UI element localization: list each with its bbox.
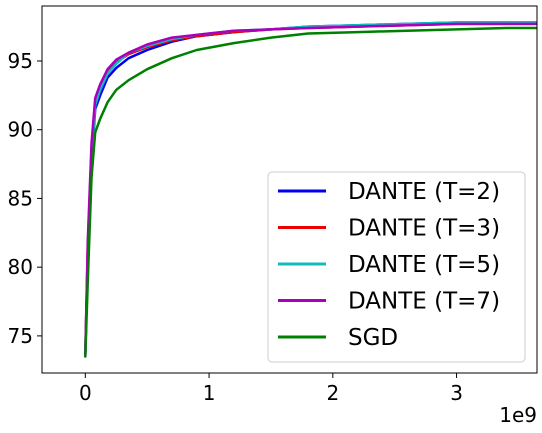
series-line-4 bbox=[84, 22, 537, 358]
plot-frame bbox=[41, 5, 538, 374]
y-tick-label: 75 bbox=[8, 324, 33, 348]
x-tick-label: 0 bbox=[79, 381, 92, 405]
y-tick-label: 80 bbox=[8, 255, 33, 279]
y-tick-label: 90 bbox=[8, 118, 33, 142]
y-tick-label: 95 bbox=[8, 49, 33, 73]
y-tick-label: 85 bbox=[8, 186, 33, 210]
x-tick-label: 1 bbox=[203, 381, 216, 405]
series-line-5 bbox=[84, 26, 537, 358]
legend-label-3: DANTE (T=5) bbox=[348, 252, 500, 278]
legend-box bbox=[267, 171, 526, 363]
x-axis-multiplier: 1e9 bbox=[499, 403, 537, 427]
legend-label-5: SGD bbox=[348, 325, 398, 351]
x-tick-label: 3 bbox=[450, 381, 463, 405]
legend-label-2: DANTE (T=3) bbox=[348, 216, 500, 242]
y-ticks: 75 80 85 90 95 bbox=[8, 49, 42, 348]
legend-label-1: DANTE (T=2) bbox=[348, 179, 500, 205]
x-tick-label: 2 bbox=[326, 381, 339, 405]
legend: DANTE (T=2) DANTE (T=3) DANTE (T=5) DANTE (… bbox=[267, 171, 526, 363]
legend-label-4: DANTE (T=7) bbox=[348, 289, 500, 315]
series-layer bbox=[84, 21, 537, 358]
x-ticks: 0 1 2 3 bbox=[79, 373, 463, 405]
